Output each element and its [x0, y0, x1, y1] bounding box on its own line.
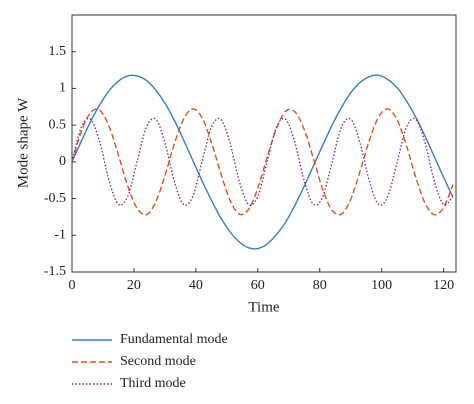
y-tick-label: 0	[59, 154, 66, 169]
x-tick-label: 100	[371, 278, 392, 293]
y-tick-label: -1.5	[44, 264, 66, 279]
y-tick-label: -1	[54, 228, 66, 243]
plot-frame	[71, 14, 457, 273]
x-tick-label: 120	[433, 278, 454, 293]
y-tick-label: 1.5	[49, 44, 67, 59]
x-tick-label: 0	[69, 278, 76, 293]
legend-label: Fundamental mode	[120, 332, 228, 347]
x-tick-label: 20	[127, 278, 141, 293]
y-tick-label: 0.5	[49, 117, 67, 132]
series-line	[71, 117, 454, 206]
y-tick-label: -0.5	[44, 191, 66, 206]
x-tick-label: 80	[313, 278, 327, 293]
y-axis-title: Mode shape W	[15, 97, 31, 188]
x-tick-label: 40	[189, 278, 203, 293]
x-tick-label: 60	[251, 278, 265, 293]
legend-label: Third mode	[120, 376, 186, 391]
series-line	[71, 108, 454, 216]
y-tick-label: 1	[59, 81, 66, 96]
x-axis-title: Time	[248, 299, 279, 315]
legend-label: Second mode	[120, 354, 196, 369]
series-line	[71, 74, 454, 250]
